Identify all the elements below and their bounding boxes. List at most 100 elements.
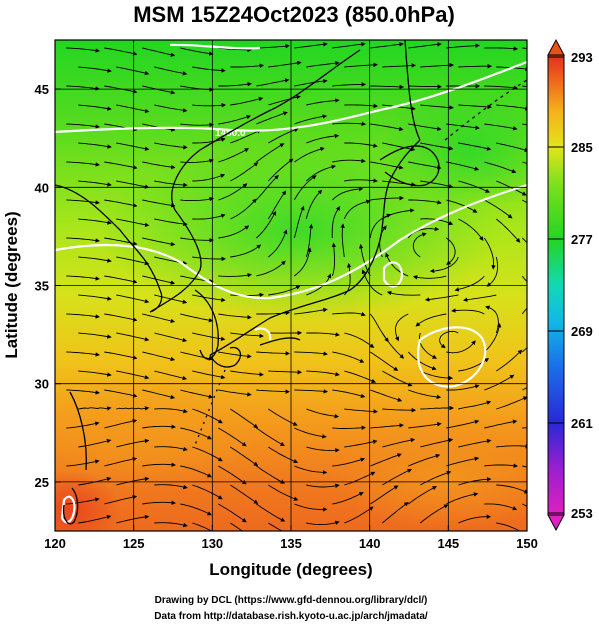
- streamline: [78, 294, 112, 301]
- x-tick-label: 125: [123, 536, 145, 551]
- streamline: [268, 484, 299, 501]
- streamline: [420, 62, 455, 68]
- streamline: [496, 142, 527, 153]
- height-contour-line: [382, 261, 404, 288]
- streamline: [344, 471, 376, 486]
- streamline: [180, 465, 213, 478]
- streamline: [484, 503, 518, 511]
- streamline: [370, 42, 404, 49]
- streamline: [218, 427, 247, 447]
- streamline: [66, 237, 100, 243]
- streamline: [66, 275, 100, 281]
- streamline: [407, 351, 437, 371]
- streamline: [451, 308, 485, 315]
- streamline: [293, 205, 305, 239]
- colorbar-tick-label: 277: [571, 232, 593, 247]
- colorbar-scale: [547, 54, 565, 516]
- streamline: [306, 164, 337, 182]
- streamline: [256, 78, 290, 87]
- streamline: [78, 514, 112, 524]
- x-tick-label: 150: [516, 536, 538, 551]
- streamline: [142, 161, 176, 170]
- streamline: [344, 178, 378, 183]
- streamline: [256, 389, 291, 394]
- streamline: [344, 142, 378, 148]
- streamline: [496, 218, 521, 243]
- streamline: [154, 218, 188, 227]
- temperature-field-warm-region-east: [330, 430, 527, 530]
- streamline: [268, 522, 284, 531]
- streamline: [116, 514, 150, 524]
- streamline: [218, 389, 252, 397]
- streamline: [116, 142, 150, 151]
- x-tick-label: 130: [201, 536, 223, 551]
- streamline: [412, 232, 427, 258]
- streamline: [180, 158, 214, 163]
- streamline: [458, 104, 492, 110]
- streamline: [78, 218, 112, 225]
- streamline: [255, 174, 279, 201]
- streamline: [306, 408, 340, 419]
- streamline: [439, 330, 459, 349]
- height-contour-line: [55, 60, 527, 134]
- colorbar-tick-label: 293: [571, 50, 593, 65]
- streamline: [66, 85, 100, 91]
- streamline: [484, 123, 518, 131]
- streamline: [294, 78, 328, 87]
- height-contour-line: [417, 326, 487, 388]
- streamline: [332, 42, 366, 49]
- streamline: [218, 503, 247, 523]
- streamline: [192, 66, 226, 73]
- streamline: [230, 96, 264, 106]
- streamline: [306, 98, 340, 106]
- y-axis-label: Latitude (degrees): [2, 211, 21, 358]
- streamline: [420, 180, 454, 189]
- streamline: [343, 199, 371, 220]
- streamline: [483, 237, 496, 270]
- streamline: [180, 389, 214, 399]
- coastline-japan-hokkaido: [379, 145, 440, 187]
- streamline: [142, 462, 176, 467]
- streamline: [66, 161, 100, 167]
- streamline: [521, 307, 527, 315]
- streamline: [420, 504, 449, 524]
- streamline: [192, 484, 223, 500]
- streamline: [268, 94, 301, 106]
- x-tick-label: 120: [44, 536, 66, 551]
- streamline: [256, 143, 285, 163]
- streamline: [408, 42, 442, 49]
- colorbar-max-arrow: [547, 38, 565, 56]
- streamline: [256, 503, 286, 522]
- streamline: [294, 114, 328, 125]
- streamline: [230, 522, 244, 531]
- y-tick-label: 30: [35, 377, 49, 392]
- streamline: [154, 446, 188, 452]
- y-tick-label: 25: [35, 475, 49, 490]
- streamline: [408, 123, 442, 131]
- wind-streamlines: [66, 42, 527, 531]
- streamline: [385, 252, 409, 277]
- streamline: [484, 161, 517, 174]
- streamline: [521, 347, 527, 353]
- temperature-field-hot-region: [55, 470, 120, 531]
- streamline: [192, 256, 226, 262]
- streamline: [294, 503, 328, 512]
- streamline: [192, 103, 227, 108]
- height-contours: [55, 43, 527, 524]
- streamline: [104, 456, 138, 467]
- streamline: [218, 115, 252, 125]
- streamline: [382, 501, 409, 524]
- streamline: [462, 294, 497, 302]
- streamline: [408, 199, 442, 205]
- streamline: [78, 142, 112, 149]
- streamline: [230, 244, 262, 258]
- streamline: [344, 439, 378, 448]
- streamline: [218, 313, 252, 320]
- x-tick-label: 145: [437, 536, 459, 551]
- streamline: [420, 470, 452, 486]
- streamline: [256, 260, 286, 277]
- streamline: [116, 476, 150, 486]
- streamline: [192, 173, 226, 182]
- x-tick-label: 135: [280, 536, 302, 551]
- streamline: [294, 42, 328, 49]
